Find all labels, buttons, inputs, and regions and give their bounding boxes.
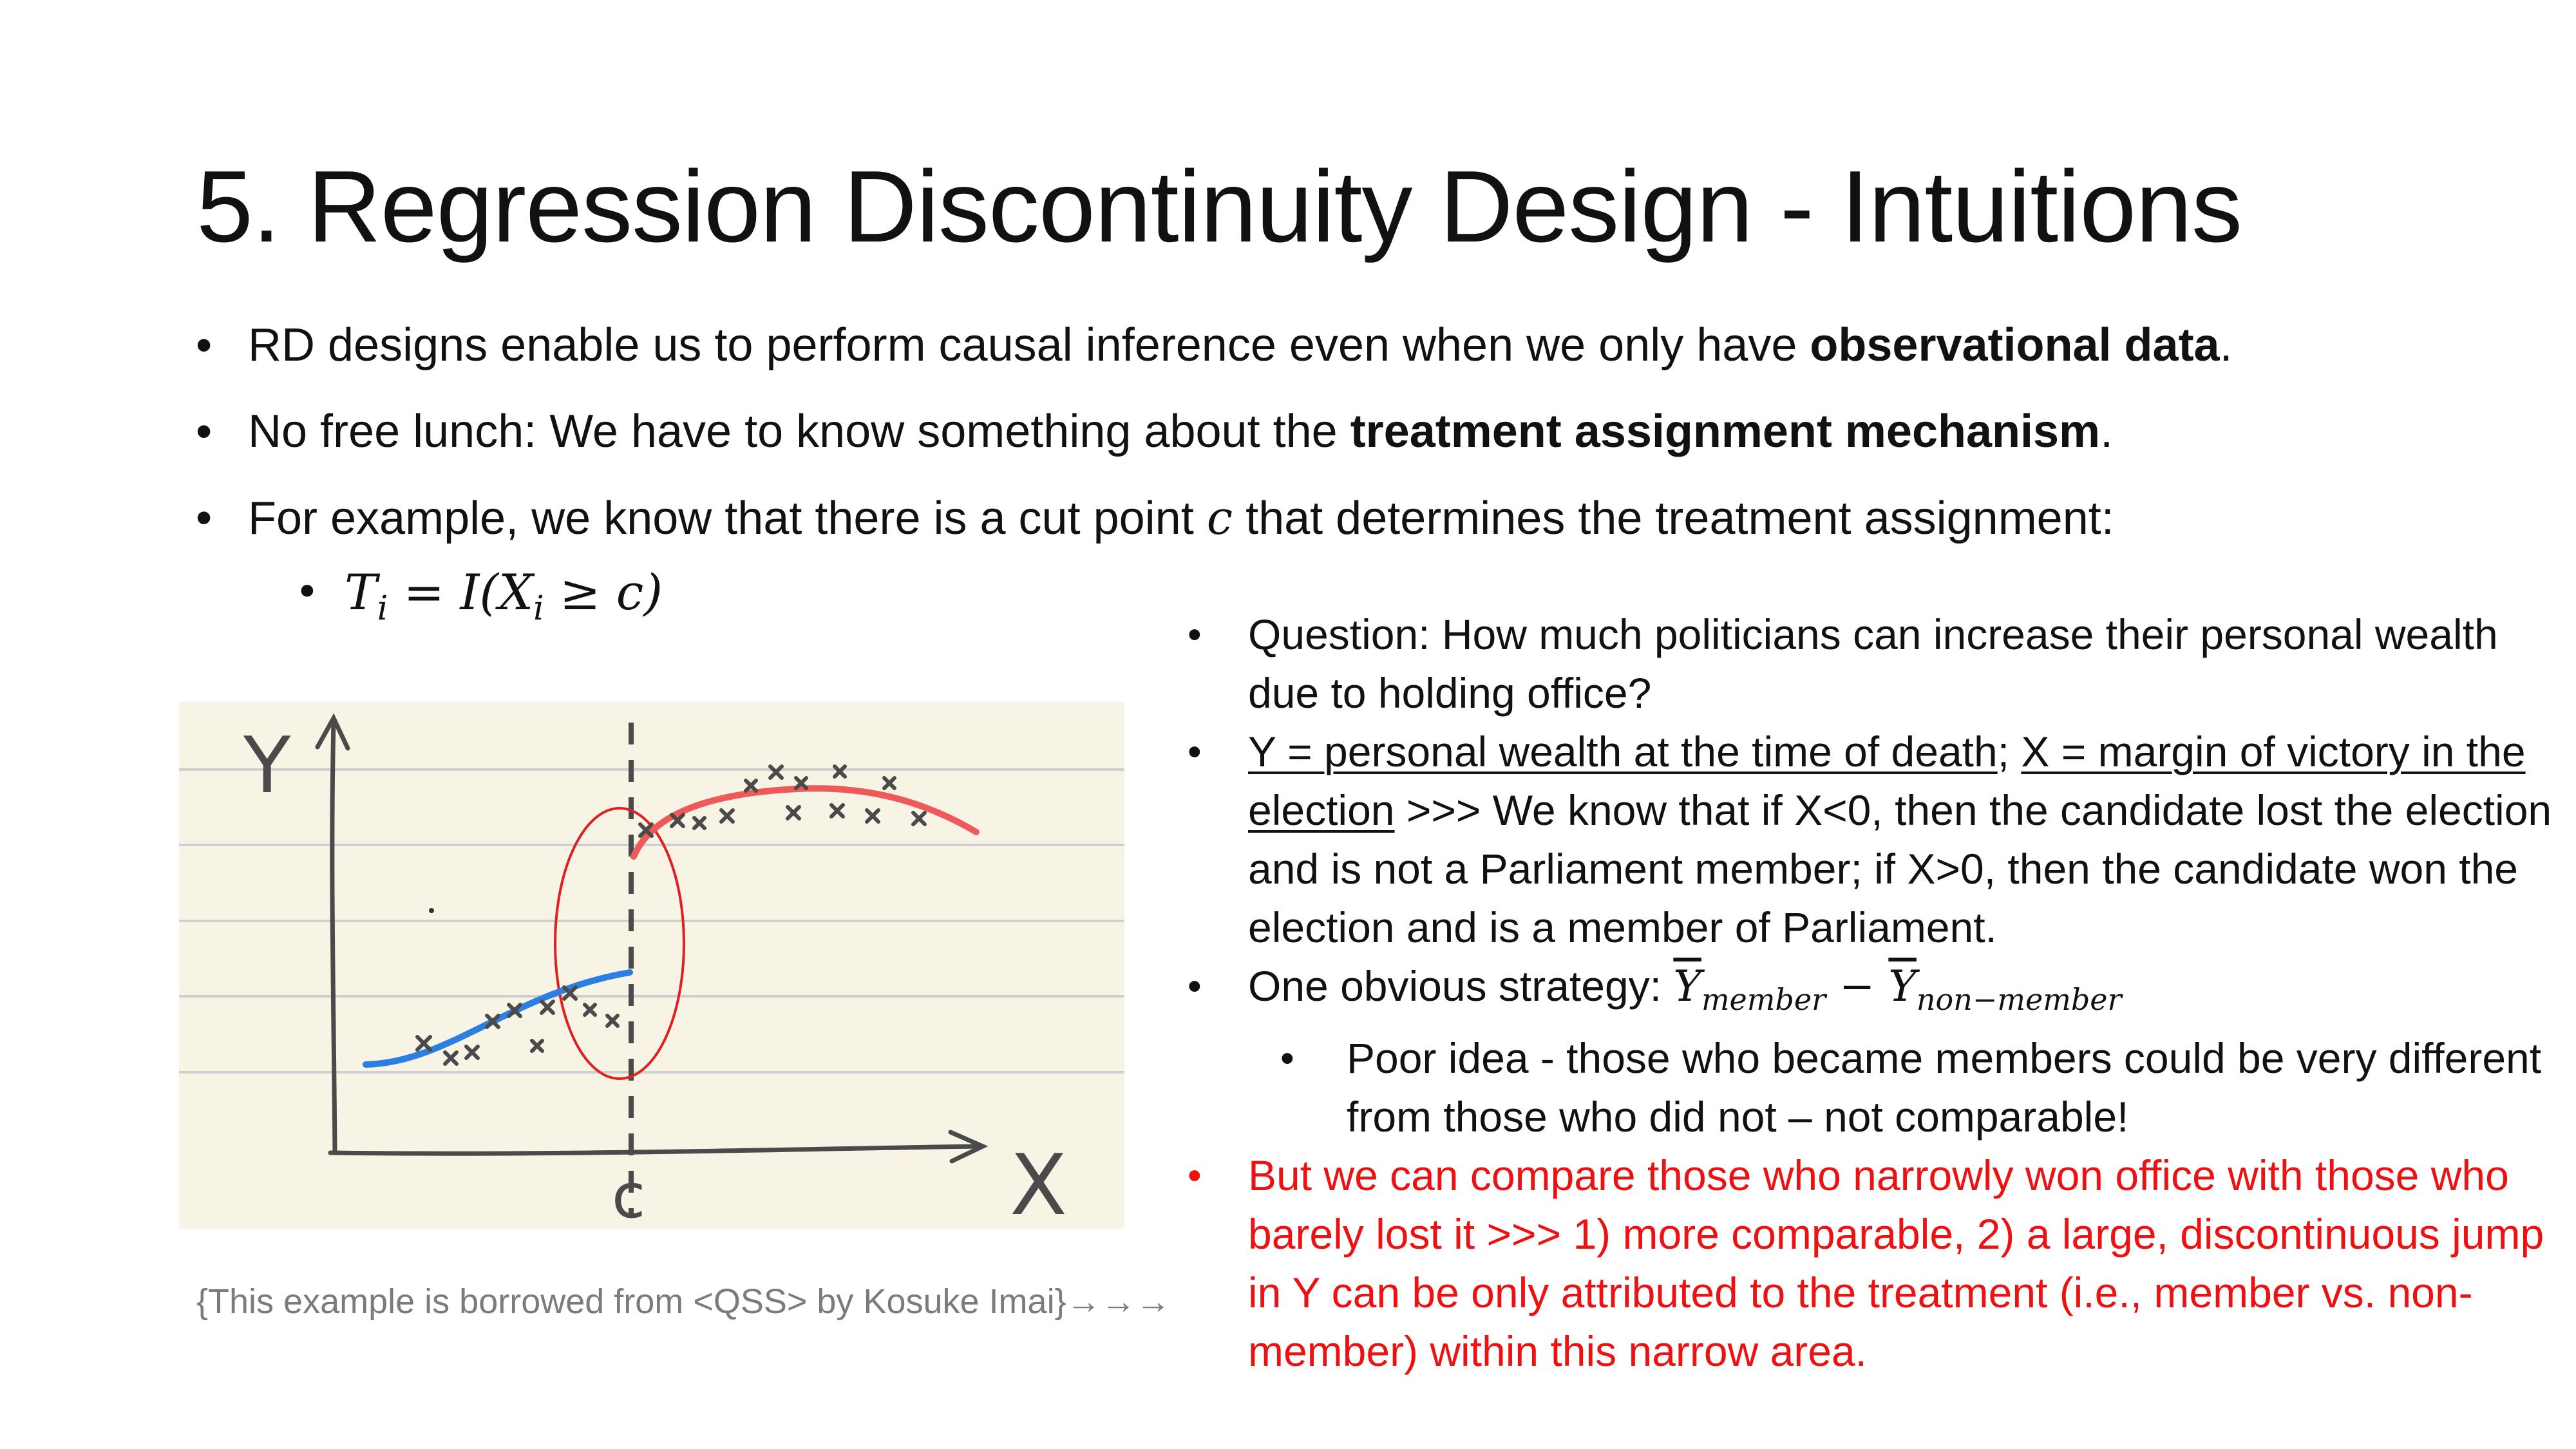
bold-observational-data: observational data <box>1810 319 2220 371</box>
right-bullet-question: Question: How much politicians can incre… <box>1184 605 2562 723</box>
discontinuity-circle <box>554 807 685 1080</box>
right-bullet-definitions: Y = personal wealth at the time of death… <box>1184 723 2562 957</box>
x-axis-line <box>328 1144 983 1156</box>
main-bullet-list: RD designs enable us to perform causal i… <box>193 316 2512 575</box>
figure-caption: {This example is borrowed from <QSS> by … <box>196 1282 1171 1321</box>
ruled-lines <box>179 768 1124 1074</box>
bullet-no-free-lunch: No free lunch: We have to know something… <box>193 402 2512 461</box>
left-fitted-curve <box>363 969 633 1068</box>
rd-sketch-figure: Y X c <box>179 702 1124 1229</box>
rd-sketch-svg: Y X c <box>179 713 1124 1229</box>
cutoff-label: c <box>612 1161 645 1229</box>
x-axis-label: X <box>1010 1136 1067 1229</box>
axes <box>315 713 989 1164</box>
bullet-cut-point: For example, we know that there is a cut… <box>193 488 2512 548</box>
left-scatter-points <box>415 985 620 1066</box>
strategy-formula: Ymember − Ynon−member <box>1673 961 2122 1018</box>
bullet-rd-designs: RD designs enable us to perform causal i… <box>193 316 2512 375</box>
right-bullet-red-argument: But we can compare those who narrowly wo… <box>1184 1146 2562 1381</box>
cut-point-variable: c <box>1206 491 1233 545</box>
right-subbullet-poor-idea: Poor idea - those who became members cou… <box>1184 1029 2562 1146</box>
right-bullet-strategy: One obvious strategy: Ymember − Ynon−mem… <box>1184 957 2562 1029</box>
y-axis-label: Y <box>243 721 291 811</box>
right-scatter-points <box>638 764 927 838</box>
treatment-formula: Ti = I(Xi ≥ c) <box>290 560 663 641</box>
x-definition: X = margin of victory in the election <box>1248 728 2526 834</box>
slide-title: 5. Regression Discontinuity Design - Int… <box>196 150 2242 263</box>
y-definition: Y = personal wealth at the time of death <box>1248 728 1998 775</box>
stray-dot <box>429 908 434 913</box>
y-axis-arrow-icon <box>315 713 350 751</box>
right-bullet-list: Question: How much politicians can incre… <box>1184 605 2562 1381</box>
x-axis-arrow-icon <box>948 1130 989 1164</box>
bold-treatment-mechanism: treatment assignment mechanism <box>1350 406 2101 457</box>
y-axis-line <box>330 719 337 1155</box>
